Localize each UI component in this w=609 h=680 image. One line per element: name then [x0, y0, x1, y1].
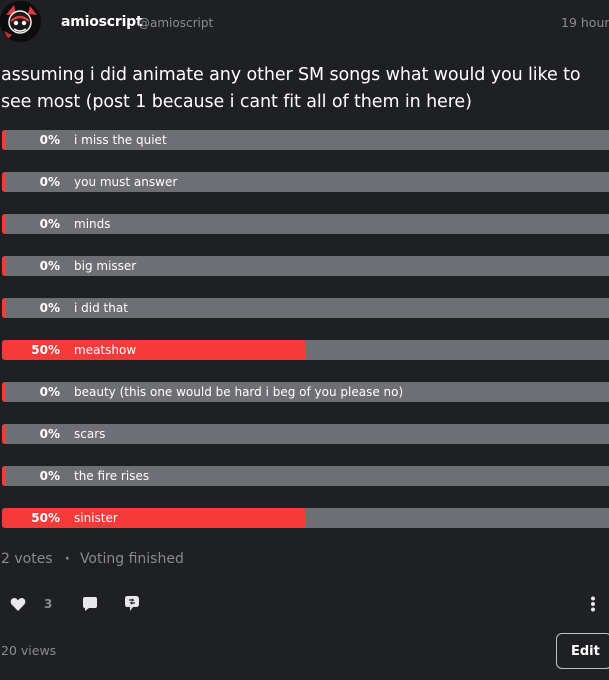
more-vertical-icon[interactable] — [590, 596, 596, 616]
poll-percent: 50% — [31, 511, 60, 525]
post-header: amioscript @amioscript 19 hours — [0, 0, 609, 44]
poll-fill — [2, 214, 6, 234]
poll-percent: 0% — [39, 427, 60, 441]
poll-percent: 0% — [39, 133, 60, 147]
comment-icon[interactable] — [82, 596, 98, 616]
poll-label: sinister — [74, 511, 118, 525]
poll-fill — [2, 424, 6, 444]
poll-label: big misser — [74, 259, 137, 273]
poll-label: the fire rises — [74, 469, 150, 483]
poll-fill — [2, 382, 6, 402]
heart-icon[interactable] — [10, 597, 26, 616]
poll-option-i-miss-the-quiet[interactable]: 0% i miss the quiet — [2, 130, 609, 150]
poll-status: Voting finished — [79, 551, 184, 567]
poll-label: meatshow — [74, 343, 137, 357]
poll-option-i-did-that[interactable]: 0% i did that — [2, 298, 609, 318]
poll-fill — [2, 340, 306, 360]
poll-option-big-misser[interactable]: 0% big misser — [2, 256, 609, 276]
vote-count: 2 votes — [1, 551, 53, 567]
poll-label: you must answer — [74, 175, 178, 189]
poll-option-minds[interactable]: 0% minds — [2, 214, 609, 234]
poll-percent: 0% — [39, 175, 60, 189]
poll-percent: 0% — [39, 469, 60, 483]
poll-fill — [2, 130, 6, 150]
poll-option-meatshow[interactable]: 50% meatshow — [2, 340, 609, 360]
avatar[interactable] — [0, 1, 41, 42]
poll-meta: 2 votes · Voting finished — [1, 551, 184, 567]
poll-label: minds — [74, 217, 111, 231]
poll-option-you-must-answer[interactable]: 0% you must answer — [2, 172, 609, 192]
poll-fill — [2, 256, 6, 276]
poll-percent: 0% — [39, 385, 60, 399]
poll-option-sinister[interactable]: 50% sinister — [2, 508, 609, 528]
view-count: 20 views — [1, 643, 57, 658]
poll-percent: 50% — [31, 343, 60, 357]
poll-percent: 0% — [39, 259, 60, 273]
post-actions: 3 — [0, 590, 609, 620]
separator-dot: · — [64, 551, 70, 567]
poll-fill — [2, 466, 6, 486]
poll-percent: 0% — [39, 217, 60, 231]
author-handle[interactable]: @amioscript — [138, 16, 214, 30]
poll-label: scars — [74, 427, 106, 441]
poll-fill — [2, 508, 306, 528]
post-title: assuming i did animate any other SM song… — [1, 65, 581, 112]
poll-fill — [2, 298, 6, 318]
poll-option-beauty[interactable]: 0% beauty (this one would be hard i beg … — [2, 382, 609, 402]
like-count: 3 — [44, 597, 53, 611]
poll-label: beauty (this one would be hard i beg of … — [74, 385, 404, 399]
poll-option-the-fire-rises[interactable]: 0% the fire rises — [2, 466, 609, 486]
post-timestamp[interactable]: 19 hours — [561, 15, 609, 30]
poll-fill — [2, 172, 6, 192]
author-name[interactable]: amioscript — [61, 14, 143, 30]
edit-button[interactable]: Edit — [556, 633, 609, 669]
poll-label: i miss the quiet — [74, 133, 167, 147]
reblog-icon[interactable] — [124, 595, 141, 616]
poll-percent: 0% — [39, 301, 60, 315]
poll-option-scars[interactable]: 0% scars — [2, 424, 609, 444]
poll-label: i did that — [74, 301, 128, 315]
